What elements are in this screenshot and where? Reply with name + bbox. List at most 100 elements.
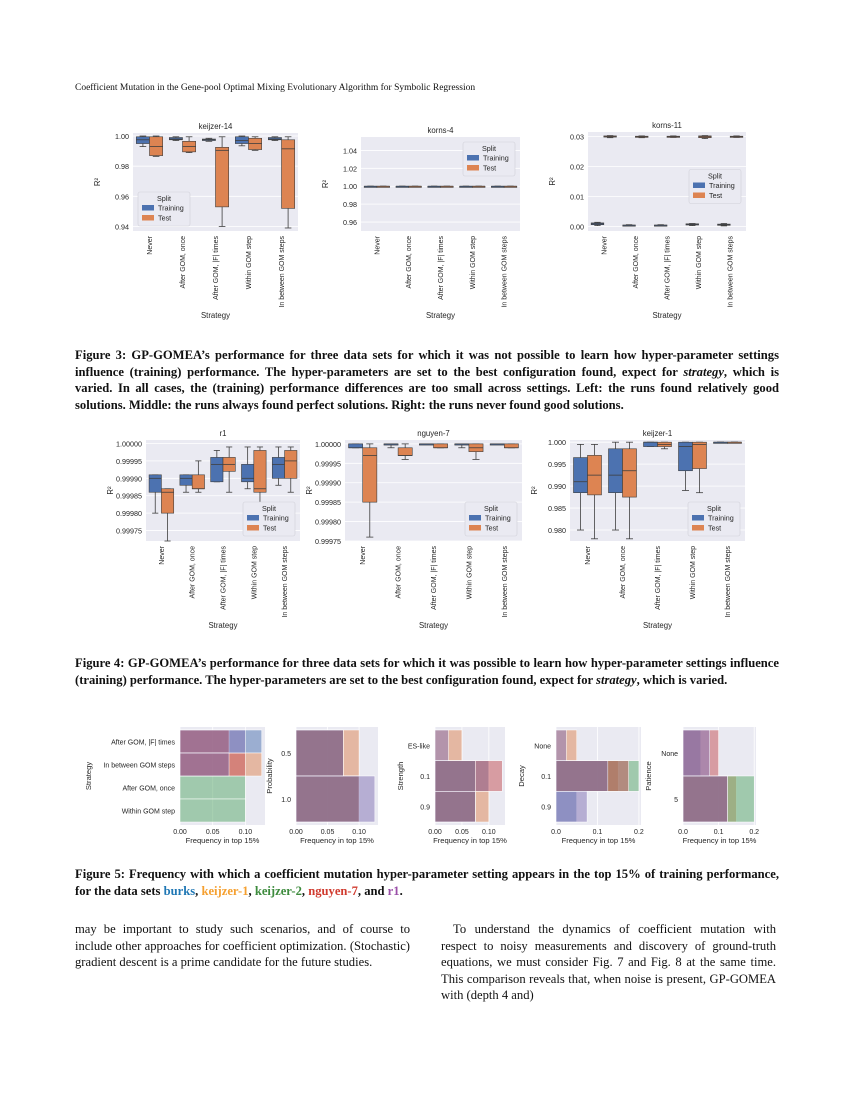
box xyxy=(503,443,519,449)
x-tick-label: In between GOM steps xyxy=(725,546,732,618)
y-tick-label: 0.99975 xyxy=(315,537,341,546)
box-training xyxy=(643,441,658,447)
y-tick-label: None xyxy=(534,743,551,750)
box-test xyxy=(657,441,672,450)
boxplot-korns-4: 0.96 0.98 1.00 1.02 1.04 korns-4 R² Never After … xyxy=(321,126,520,320)
y-tick-label: 0.1 xyxy=(541,774,551,781)
x-axis-label: Strategy xyxy=(419,621,448,630)
box-test xyxy=(698,135,712,140)
y-tick-label: After GOM, |F| times xyxy=(111,740,175,747)
chart-title: keijzer-14 xyxy=(199,122,233,131)
x-axis-label: Frequency in top 15% xyxy=(433,836,507,845)
body-right-column: To understand the dynamics of coefficien… xyxy=(441,922,776,1003)
x-tick-label: 0.1 xyxy=(714,829,724,836)
legend-swatch xyxy=(247,525,259,531)
box-test xyxy=(191,460,205,493)
box-training xyxy=(363,185,378,188)
x-tick-label: After GOM, |F| times xyxy=(221,546,228,610)
bar-r1 xyxy=(295,729,344,777)
caption-emphasis: strategy xyxy=(683,364,724,379)
box xyxy=(148,474,162,493)
x-tick-label: Within GOM step xyxy=(251,546,258,599)
box-training xyxy=(267,136,282,141)
box xyxy=(608,448,623,493)
box xyxy=(241,464,255,483)
box-test xyxy=(362,443,378,538)
bar-r1 xyxy=(555,760,609,792)
caption-emphasis: strategy xyxy=(596,672,637,687)
y-tick-label: 1.00 xyxy=(115,132,129,141)
x-tick-label: After GOM, |F| times xyxy=(438,236,445,300)
y-tick-label: 0.98 xyxy=(115,162,129,171)
box-test xyxy=(603,135,617,139)
caption-text: , which is varied. xyxy=(636,672,728,687)
box xyxy=(215,147,229,208)
box-test xyxy=(471,185,486,188)
y-axis-label: Probability xyxy=(265,758,274,794)
y-tick-label: 0.99995 xyxy=(315,459,341,468)
y-tick-label: 1.00 xyxy=(343,182,357,191)
x-tick-label: Never xyxy=(601,235,608,254)
y-axis-label: Strength xyxy=(396,762,405,791)
y-axis-label: R² xyxy=(93,177,102,186)
x-tick-label: After GOM, once xyxy=(620,546,627,599)
x-tick-label: After GOM, |F| times xyxy=(655,546,662,610)
box-training xyxy=(654,224,668,227)
box xyxy=(643,441,658,447)
x-axis-label: Strategy xyxy=(208,621,237,630)
legend-swatch xyxy=(469,515,481,521)
bar-r1 xyxy=(179,729,246,754)
separator: , xyxy=(248,883,255,898)
y-tick-label: 1.04 xyxy=(343,146,357,155)
y-tick-label: 0.98 xyxy=(343,200,357,209)
x-tick-label: In between GOM steps xyxy=(279,236,286,308)
y-axis-label: Strategy xyxy=(84,762,93,790)
y-tick-label: 0.99980 xyxy=(116,509,142,518)
legend-swatch xyxy=(247,515,259,521)
legend-entry: Test xyxy=(708,524,721,533)
x-tick-label: 0.10 xyxy=(352,829,366,836)
legend-entry: Training xyxy=(483,154,509,163)
box xyxy=(161,488,175,514)
box-test xyxy=(253,446,267,504)
legend-entry: Training xyxy=(485,514,511,523)
y-axis-label: Decay xyxy=(517,765,526,787)
boxplot-nguyen-7: 0.99975 0.99980 0.99985 0.99990 0.99995 1.000… xyxy=(305,429,522,630)
box-training xyxy=(678,441,693,491)
legend-swatch xyxy=(693,192,705,198)
box xyxy=(210,457,224,483)
caption-label: Figure 3: xyxy=(75,348,127,362)
box-test xyxy=(727,441,742,444)
box xyxy=(362,447,378,503)
y-axis-label: R² xyxy=(321,179,330,188)
y-tick-label: 0.99975 xyxy=(116,527,142,536)
boxplot-korns-11: 0.00 0.01 0.02 0.03 korns-11 R² Never After GOM… xyxy=(548,121,746,320)
y-tick-label: None xyxy=(661,751,678,758)
x-tick-label: After GOM, |F| times xyxy=(665,236,672,300)
box-test xyxy=(248,136,262,151)
y-axis-label: R² xyxy=(548,177,557,186)
box-training xyxy=(148,474,162,514)
bar-r1 xyxy=(434,760,476,792)
box-training xyxy=(590,221,605,227)
box-test xyxy=(182,136,196,154)
legend-swatch xyxy=(142,215,154,221)
box-training xyxy=(136,135,150,147)
x-tick-label: 0.05 xyxy=(455,829,469,836)
box xyxy=(284,450,298,479)
boxplot-keijzer-14: 0.94 0.96 0.98 1.00 keijzer-14 R² Never After G… xyxy=(93,122,298,320)
y-tick-label: 0.995 xyxy=(548,460,566,469)
bar-r1 xyxy=(555,729,567,761)
bar-keijzer-2 xyxy=(179,775,246,800)
y-tick-label: 0.5 xyxy=(281,751,291,758)
figure4-caption: Figure 4: GP-GOMEA’s performance for thr… xyxy=(75,655,779,688)
y-tick-label: 0.99985 xyxy=(116,492,142,501)
x-tick-label: In between GOM steps xyxy=(282,546,289,618)
chart-title: nguyen-7 xyxy=(417,429,450,438)
